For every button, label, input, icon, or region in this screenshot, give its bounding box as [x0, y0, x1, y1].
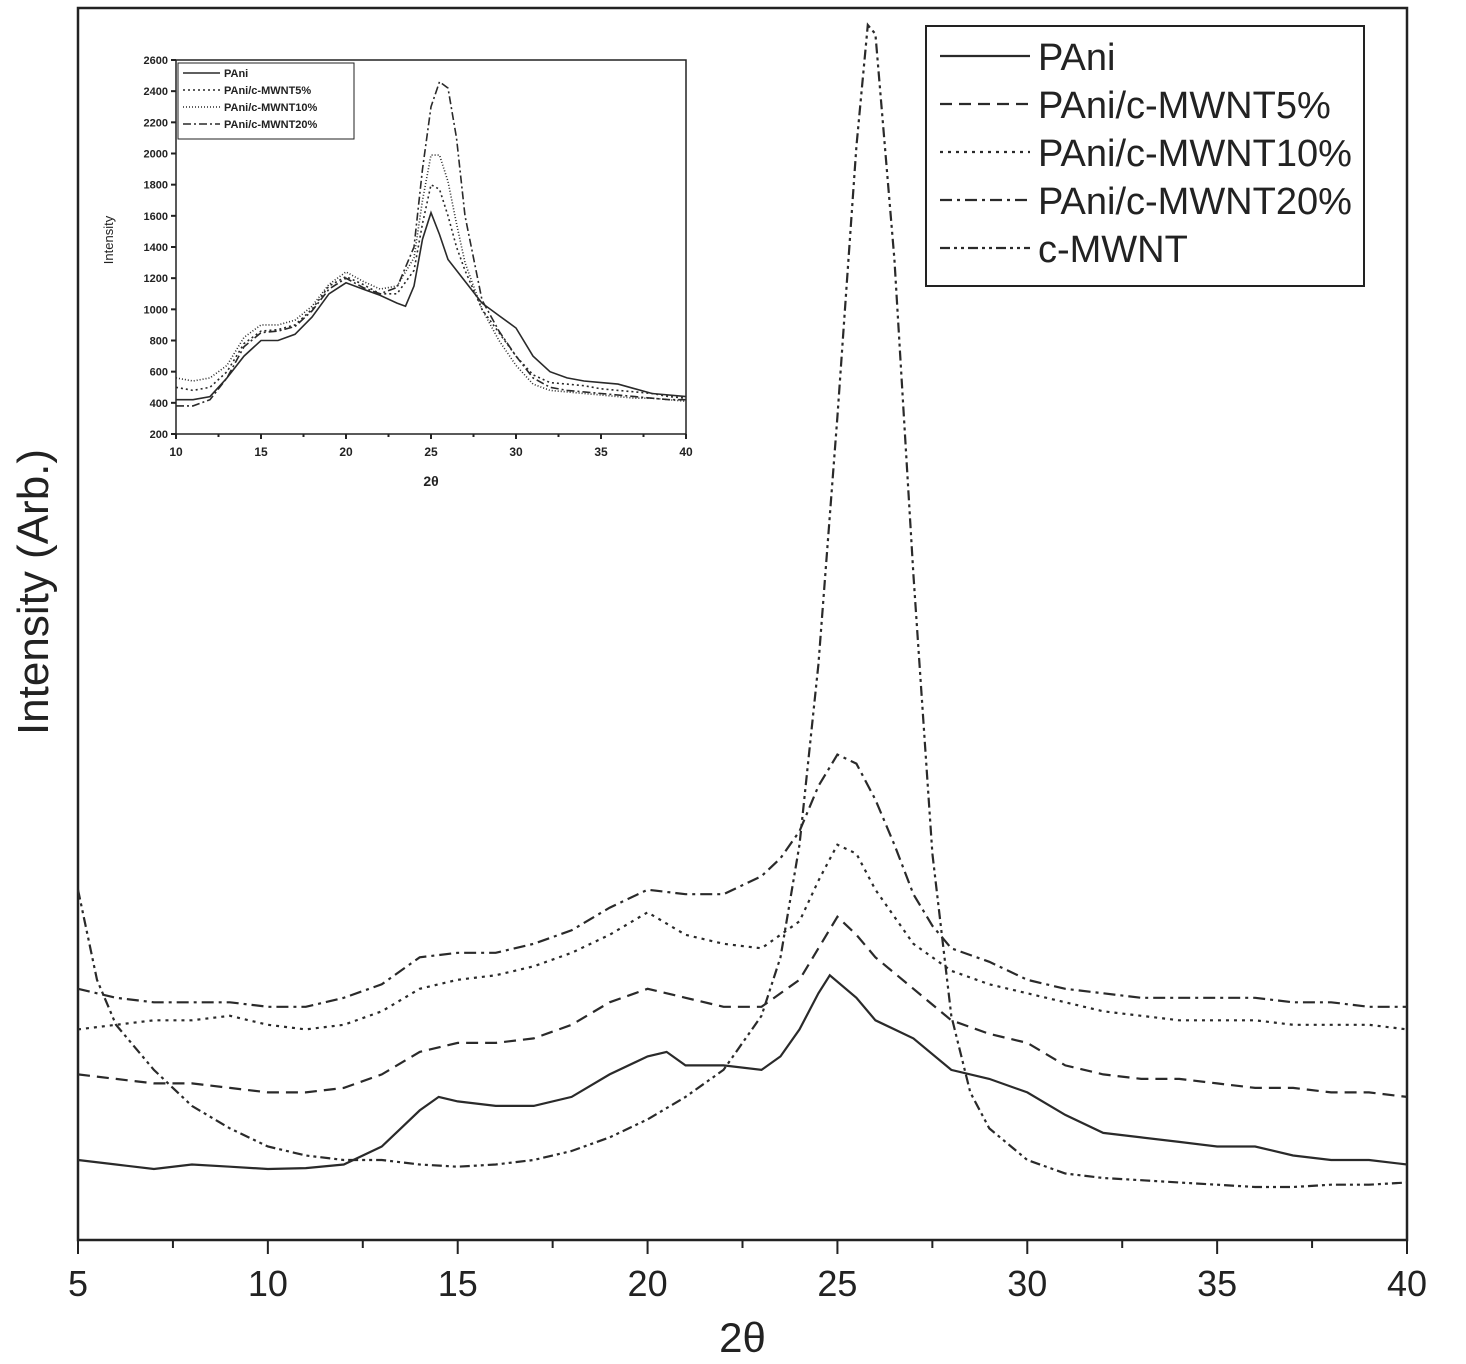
main-chart: 5 10 15 20 25 30 35 40 2θ Intensity (Arb.) PAni… — [9, 6, 1427, 1361]
legend-label-pani-c-mwnt5: PAni/c-MWNT5% — [1038, 85, 1331, 127]
inset-legend-label-pani-c-mwnt10: PAni/c-MWNT10% — [224, 102, 318, 114]
inset-y-tick-label: 800 — [150, 336, 168, 348]
inset-series-line-pani-c-mwnt5 — [175, 183, 687, 399]
inset-x-tick-label: 35 — [594, 445, 608, 459]
inset-ticks: 10 15 20 25 30 35 40 200 400 600 800 1000 1200 1400 16… — [144, 55, 693, 459]
main-series-lines — [76, 22, 1408, 1189]
inset-series-line-pani-c-mwnt20 — [176, 80, 686, 407]
legend-label-c-mwnt: c-MWNT — [1038, 229, 1188, 271]
inset-series-lines — [175, 80, 687, 407]
legend-label-pani-c-mwnt10: PAni/c-MWNT10% — [1038, 133, 1352, 175]
inset-legend-label-pani-c-mwnt20: PAni/c-MWNT20% — [224, 119, 318, 131]
inset-x-tick-label: 10 — [169, 445, 183, 459]
series-line-pani — [77, 973, 1408, 1171]
inset-y-tick-label: 2200 — [144, 117, 168, 129]
inset-x-tick-label: 30 — [509, 445, 523, 459]
inset-y-tick-label: 2600 — [144, 55, 168, 67]
main-legend: PAni PAni/c-MWNT5% PAni/c-MWNT10% PAni/c-MW… — [925, 25, 1365, 287]
x-tick-label: 25 — [817, 1263, 857, 1304]
inset-legend-box — [177, 62, 355, 140]
inset-y-tick-label: 200 — [150, 429, 168, 441]
x-tick-label: 20 — [628, 1263, 668, 1304]
inset-legend-label-pani: PAni — [224, 68, 248, 80]
inset-y-tick-label: 1400 — [144, 242, 168, 254]
x-tick-label: 15 — [438, 1263, 478, 1304]
inset-series-line-pani — [176, 210, 687, 401]
legend-label-pani: PAni — [1038, 37, 1115, 79]
inset-y-tick-label: 2400 — [144, 86, 168, 98]
inset-chart: 10 15 20 25 30 35 40 200 400 600 800 1000 1200 1400 16… — [101, 55, 693, 489]
inset-y-tick-label: 1800 — [144, 180, 168, 192]
inset-y-tick-label: 1000 — [144, 304, 168, 316]
inset-series-line-pani-c-mwnt10 — [175, 154, 687, 403]
x-tick-label: 10 — [248, 1263, 288, 1304]
x-tick-label: 35 — [1197, 1263, 1237, 1304]
inset-x-tick-label: 40 — [679, 445, 693, 459]
series-line-pani-c-mwnt5 — [77, 915, 1408, 1098]
inset-y-tick-label: 600 — [150, 367, 168, 379]
series-line-pani-c-mwnt10 — [77, 843, 1408, 1031]
inset-legend-label-pani-c-mwnt5: PAni/c-MWNT5% — [224, 85, 311, 97]
inset-x-tick-label: 20 — [339, 445, 353, 459]
main-x-axis-label: 2θ — [719, 1314, 766, 1361]
x-tick-label: 5 — [68, 1263, 88, 1304]
inset-y-tick-label: 2000 — [144, 149, 168, 161]
inset-legend: PAni PAni/c-MWNT5% PAni/c-MWNT10% PAni/c-MW… — [177, 62, 355, 140]
inset-x-axis-label: 2θ — [423, 473, 438, 489]
main-x-ticks: 5 10 15 20 25 30 35 40 — [68, 1240, 1427, 1304]
main-legend-box — [925, 25, 1365, 287]
x-tick-label: 30 — [1007, 1263, 1047, 1304]
inset-x-tick-label: 25 — [424, 445, 438, 459]
inset-y-axis-label: Intensity — [101, 215, 116, 264]
legend-label-pani-c-mwnt20: PAni/c-MWNT20% — [1038, 181, 1352, 223]
inset-y-tick-label: 1200 — [144, 273, 168, 285]
main-y-axis-label: Intensity (Arb.) — [9, 449, 58, 735]
series-line-c-mwnt — [76, 22, 1408, 1189]
inset-y-tick-label: 400 — [150, 398, 168, 410]
inset-y-tick-label: 1600 — [144, 211, 168, 223]
x-tick-label: 40 — [1387, 1263, 1427, 1304]
series-line-pani-c-mwnt20 — [77, 753, 1407, 1008]
inset-x-tick-label: 15 — [254, 445, 268, 459]
